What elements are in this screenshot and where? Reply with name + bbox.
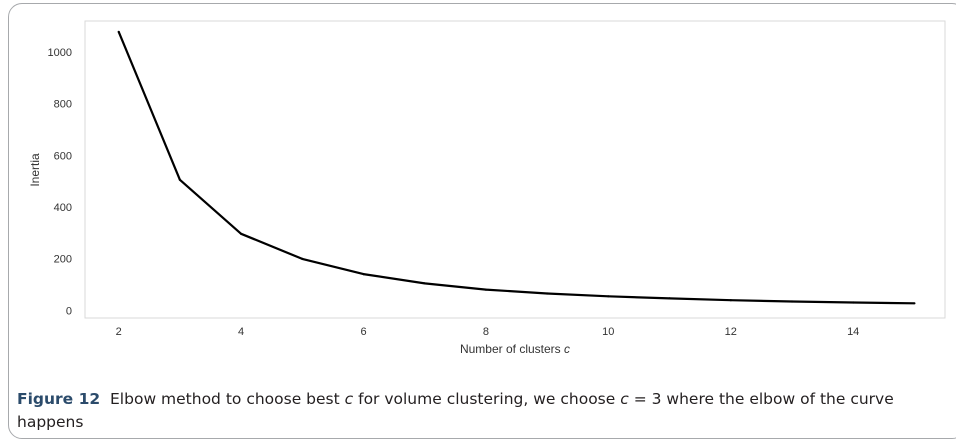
y-tick-label: 600 <box>54 150 72 162</box>
data-point <box>668 297 671 300</box>
caption-text-1: Elbow method to choose best <box>110 390 340 408</box>
plot-area-frame <box>84 20 946 319</box>
x-tick-label: 8 <box>483 326 489 338</box>
data-point <box>178 178 181 181</box>
data-point <box>852 301 855 304</box>
x-axis-label-text: Number of clusters <box>460 342 561 356</box>
x-tick-label: 4 <box>238 326 244 338</box>
caption-text-3: = 3 where the elbow of the curve happens <box>17 390 894 431</box>
data-points <box>117 30 916 305</box>
data-point <box>117 30 120 33</box>
data-point <box>240 232 243 235</box>
figure-label: Figure 12 <box>17 390 101 408</box>
x-axis-label-variable: c <box>564 342 570 356</box>
x-tick-label: 12 <box>725 326 737 338</box>
inertia-line <box>117 31 915 305</box>
y-tick-label: 800 <box>54 99 72 111</box>
data-point <box>423 282 426 285</box>
data-point <box>362 273 365 276</box>
y-axis-label: Inertia <box>28 153 42 187</box>
x-tick-label: 6 <box>360 326 366 338</box>
elbow-chart: 2 4 6 8 10 12 14 0 200 400 600 800 1000 Number of c… <box>28 20 946 356</box>
figure-caption: Figure 12 Elbow method to choose best c … <box>17 388 942 434</box>
caption-variable-1: c <box>344 390 354 408</box>
y-tick-label: 200 <box>54 254 72 266</box>
x-tick-label: 2 <box>116 326 122 338</box>
x-tick-labels: 2 4 6 8 10 12 14 <box>116 326 860 338</box>
x-tick-label: 14 <box>847 326 859 338</box>
data-point <box>729 299 732 302</box>
x-axis-label: Number of clusters c <box>460 342 570 356</box>
y-tick-label: 0 <box>66 305 72 317</box>
caption-variable-2: c <box>620 390 629 408</box>
data-point <box>484 288 487 291</box>
data-point <box>607 295 610 298</box>
y-tick-label: 400 <box>54 202 72 214</box>
y-tick-labels: 0 200 400 600 800 1000 <box>48 47 72 317</box>
data-point <box>546 292 549 295</box>
data-point <box>790 300 794 303</box>
x-tick-label: 10 <box>602 326 614 338</box>
data-point <box>301 257 304 260</box>
data-point <box>913 302 916 305</box>
caption-text-2: for volume clustering, we choose <box>358 390 616 408</box>
y-tick-label: 1000 <box>48 47 72 59</box>
